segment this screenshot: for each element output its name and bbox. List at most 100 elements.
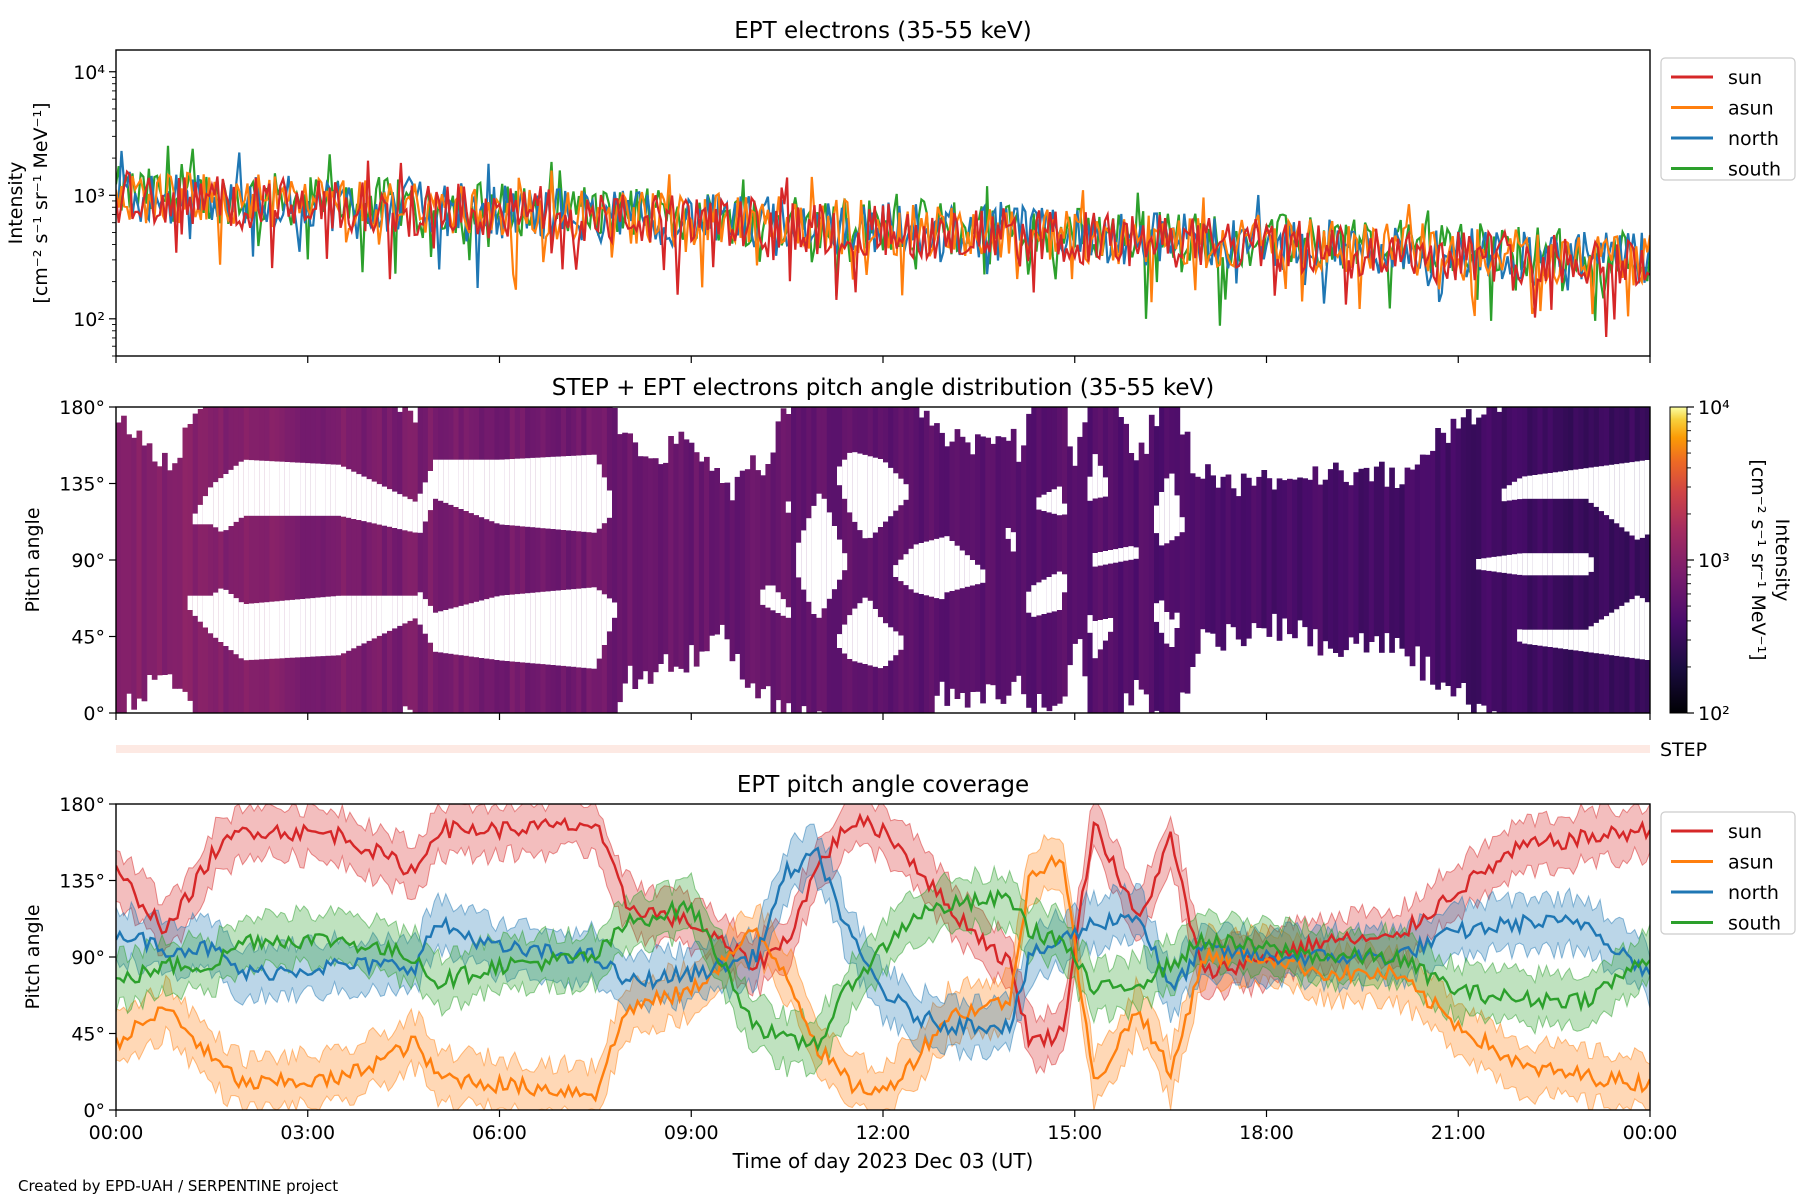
heatmap-gap <box>499 459 506 525</box>
heatmap-column <box>1593 407 1600 713</box>
heatmap-gap <box>545 591 552 665</box>
heatmap-gap <box>1154 505 1160 534</box>
y-tick-label: 45° <box>71 627 105 649</box>
heatmap-column <box>688 442 695 646</box>
heatmap-column <box>187 424 194 701</box>
step-strip <box>116 745 1650 753</box>
heatmap-gap <box>422 482 429 522</box>
heatmap-column <box>601 407 608 713</box>
heatmap-gap <box>601 594 608 645</box>
heatmap-column <box>1317 484 1324 656</box>
heatmap-column <box>366 407 373 713</box>
heatmap-gap <box>913 544 920 593</box>
heatmap-column <box>320 407 327 713</box>
panel-2-heatmap <box>116 407 1650 713</box>
heatmap-gap <box>351 595 357 649</box>
heatmap-column <box>1041 407 1048 708</box>
heatmap-column <box>427 407 434 713</box>
heatmap-gap <box>1568 470 1574 499</box>
heatmap-gap <box>1005 528 1012 539</box>
heatmap-column <box>141 445 148 702</box>
heatmap-gap <box>376 484 383 525</box>
heatmap-gap <box>499 595 506 661</box>
heatmap-column <box>468 407 475 713</box>
heatmap-gap <box>1491 556 1498 572</box>
heatmap-column <box>417 407 424 713</box>
heatmap-gap <box>1578 553 1585 576</box>
heatmap-gap <box>223 589 230 646</box>
heatmap-gap <box>862 454 869 539</box>
heatmap-column <box>1179 434 1186 693</box>
heatmap-gap <box>540 457 547 529</box>
heatmap-gap <box>397 494 403 530</box>
heatmap-gap <box>223 474 230 531</box>
heatmap-column <box>387 407 393 713</box>
heatmap-gap <box>1062 503 1068 515</box>
heatmap-gap <box>264 602 270 660</box>
heatmap-gap <box>867 600 874 666</box>
series-sun <box>116 160 1650 338</box>
heatmap-gap <box>1128 546 1135 560</box>
heatmap-gap <box>402 496 408 531</box>
heatmap-gap <box>606 598 613 632</box>
heatmap-column <box>1046 407 1053 712</box>
heatmap-column <box>1051 407 1058 706</box>
heatmap-column <box>1292 479 1298 639</box>
band-south <box>116 864 1650 1078</box>
heatmap-gap <box>1496 556 1503 573</box>
heatmap-column <box>739 470 746 680</box>
heatmap-gap <box>1517 629 1523 642</box>
heatmap-column <box>264 407 270 713</box>
heatmap-column <box>770 452 777 713</box>
panel-1-legend: sun asun north south <box>1660 57 1796 181</box>
heatmap-gap <box>903 554 910 586</box>
heatmap-gap <box>1097 620 1104 650</box>
heatmap-column <box>371 407 378 713</box>
heatmap-column <box>1128 453 1135 706</box>
heatmap-gap <box>775 592 782 613</box>
series-sun <box>116 812 1650 1049</box>
panel-3-x-ticks: 00:00 03:00 06:00 09:00 12:00 15:00 18:00 21:00… <box>89 1110 1677 1144</box>
heatmap-gap <box>1634 461 1641 540</box>
heatmap-column <box>1465 409 1472 705</box>
heatmap-gap <box>842 624 848 654</box>
heatmap-column <box>775 421 782 701</box>
heatmap-column <box>1036 407 1043 694</box>
heatmap-gap <box>254 460 260 516</box>
heatmap-gap <box>427 471 434 511</box>
y-tick-label: 180° <box>59 794 105 816</box>
heatmap-column <box>422 407 429 713</box>
heatmap-gap <box>908 548 915 590</box>
heatmap-gap <box>520 593 526 663</box>
heatmap-gap <box>243 604 250 661</box>
heatmap-gap <box>837 539 843 580</box>
heatmap-column <box>1261 470 1268 629</box>
heatmap-column <box>381 407 388 713</box>
heatmap-gap <box>310 598 316 657</box>
heatmap-column <box>289 407 296 713</box>
heatmap-gap <box>320 597 327 657</box>
heatmap-gap <box>1501 488 1508 502</box>
heatmap-gap <box>356 474 362 520</box>
heatmap-gap <box>208 595 214 634</box>
heatmap-gap <box>826 512 833 599</box>
heatmap-column <box>1373 466 1380 637</box>
heatmap-column <box>652 458 659 673</box>
heatmap-gap <box>1537 553 1544 576</box>
heatmap-gap <box>1639 460 1646 538</box>
heatmap-column <box>238 407 245 713</box>
heatmap-gap <box>197 504 204 525</box>
heatmap-column <box>612 407 618 713</box>
heatmap-column <box>330 407 337 713</box>
heatmap-gap <box>525 593 531 663</box>
heatmap-gap <box>1588 626 1595 653</box>
heatmap-gap <box>228 594 235 651</box>
heatmap-column <box>571 407 577 713</box>
heatmap-column <box>1026 413 1032 708</box>
heatmap-gap <box>535 457 541 528</box>
x-tick-label: 18:00 <box>1239 1122 1294 1144</box>
heatmap-gap <box>494 459 501 524</box>
heatmap-column <box>1000 437 1007 704</box>
heatmap-gap <box>392 491 398 528</box>
heatmap-column <box>335 407 342 713</box>
